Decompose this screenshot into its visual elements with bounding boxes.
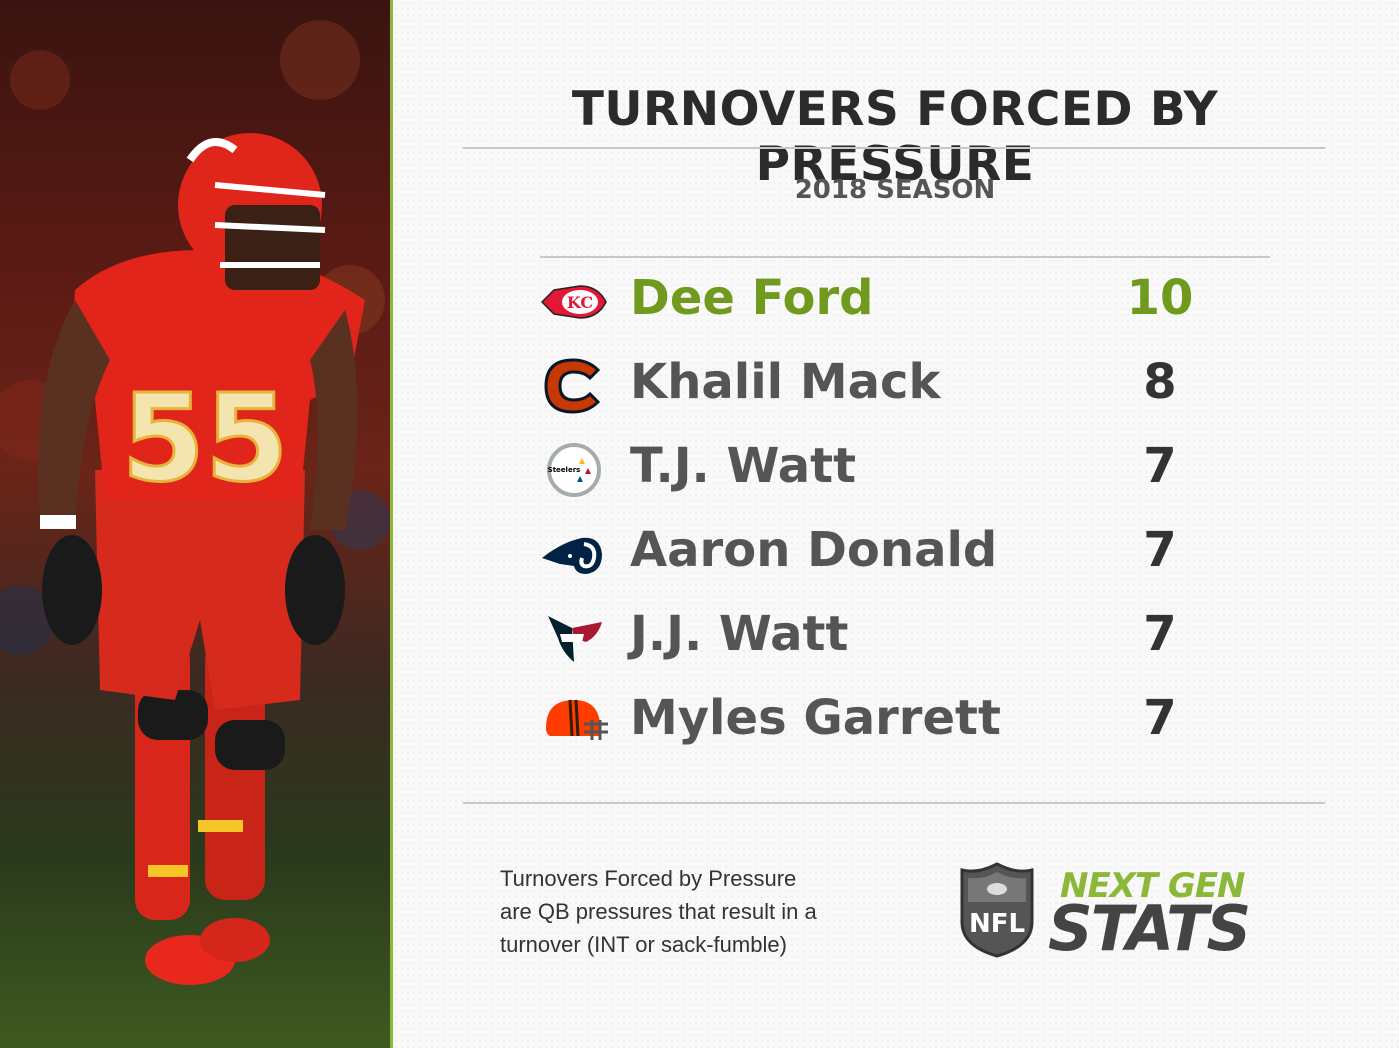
- player-photo: 55: [0, 0, 390, 1048]
- leaderboard-row: KC Dee Ford 10: [540, 262, 1240, 342]
- rams-logo-icon: [542, 537, 602, 574]
- photo-divider: [390, 0, 393, 1048]
- player-illustration: 55: [0, 20, 390, 985]
- footnote-line: are QB pressures that result in a: [500, 899, 817, 924]
- jersey-number: 55: [122, 370, 289, 509]
- turnover-count: 10: [1126, 270, 1194, 326]
- season-subtitle: 2018 SEASON: [794, 175, 996, 205]
- page-title: TURNOVERS FORCED BY PRESSURE: [571, 82, 1219, 192]
- nfl-text: NFL: [969, 909, 1025, 939]
- player-name: Myles Garrett: [630, 690, 1001, 746]
- leaderboard-row: Aaron Donald 7: [540, 514, 1240, 594]
- stats-panel: [393, 0, 1399, 1048]
- ngs-next-gen-text: NEXT GEN: [1060, 866, 1246, 906]
- player-name: Aaron Donald: [630, 522, 998, 578]
- nfl-shield-logo: NFL: [960, 862, 1034, 958]
- subtitle-rule: [540, 256, 1270, 258]
- turnover-count: 7: [1143, 606, 1177, 662]
- leaderboard-row: Khalil Mack 8: [540, 346, 1240, 426]
- player-name: J.J. Watt: [630, 606, 849, 662]
- definition-footnote: Turnovers Forced by Pressure are QB pres…: [500, 862, 920, 961]
- ngs-stats-text: STATS: [1048, 892, 1251, 965]
- bears-logo-icon: [544, 358, 601, 414]
- leaderboard-row: J.J. Watt 7: [540, 598, 1240, 678]
- player-name: T.J. Watt: [630, 438, 857, 494]
- browns-logo-icon: [546, 699, 608, 740]
- player-name: Khalil Mack: [630, 354, 941, 410]
- turnover-count: 7: [1143, 438, 1177, 494]
- title-rule: [463, 147, 1325, 149]
- leaderboard-row: Myles Garrett 7: [540, 682, 1240, 762]
- turnover-count: 8: [1143, 354, 1177, 410]
- player-name: Dee Ford: [630, 270, 874, 326]
- turnover-count: 7: [1143, 522, 1177, 578]
- steelers-logo-icon: Steelers: [547, 443, 601, 497]
- svg-text:KC: KC: [567, 293, 593, 312]
- footnote-line: turnover (INT or sack-fumble): [500, 932, 787, 957]
- svg-text:Steelers: Steelers: [548, 466, 581, 474]
- turnover-count: 7: [1143, 690, 1177, 746]
- footer-rule: [463, 802, 1325, 804]
- footnote-line: Turnovers Forced by Pressure: [500, 866, 797, 891]
- leaderboard-row: Steelers T.J. Watt 7: [540, 430, 1240, 510]
- texans-logo-icon: [548, 616, 602, 662]
- chiefs-logo-icon: KC: [540, 285, 607, 319]
